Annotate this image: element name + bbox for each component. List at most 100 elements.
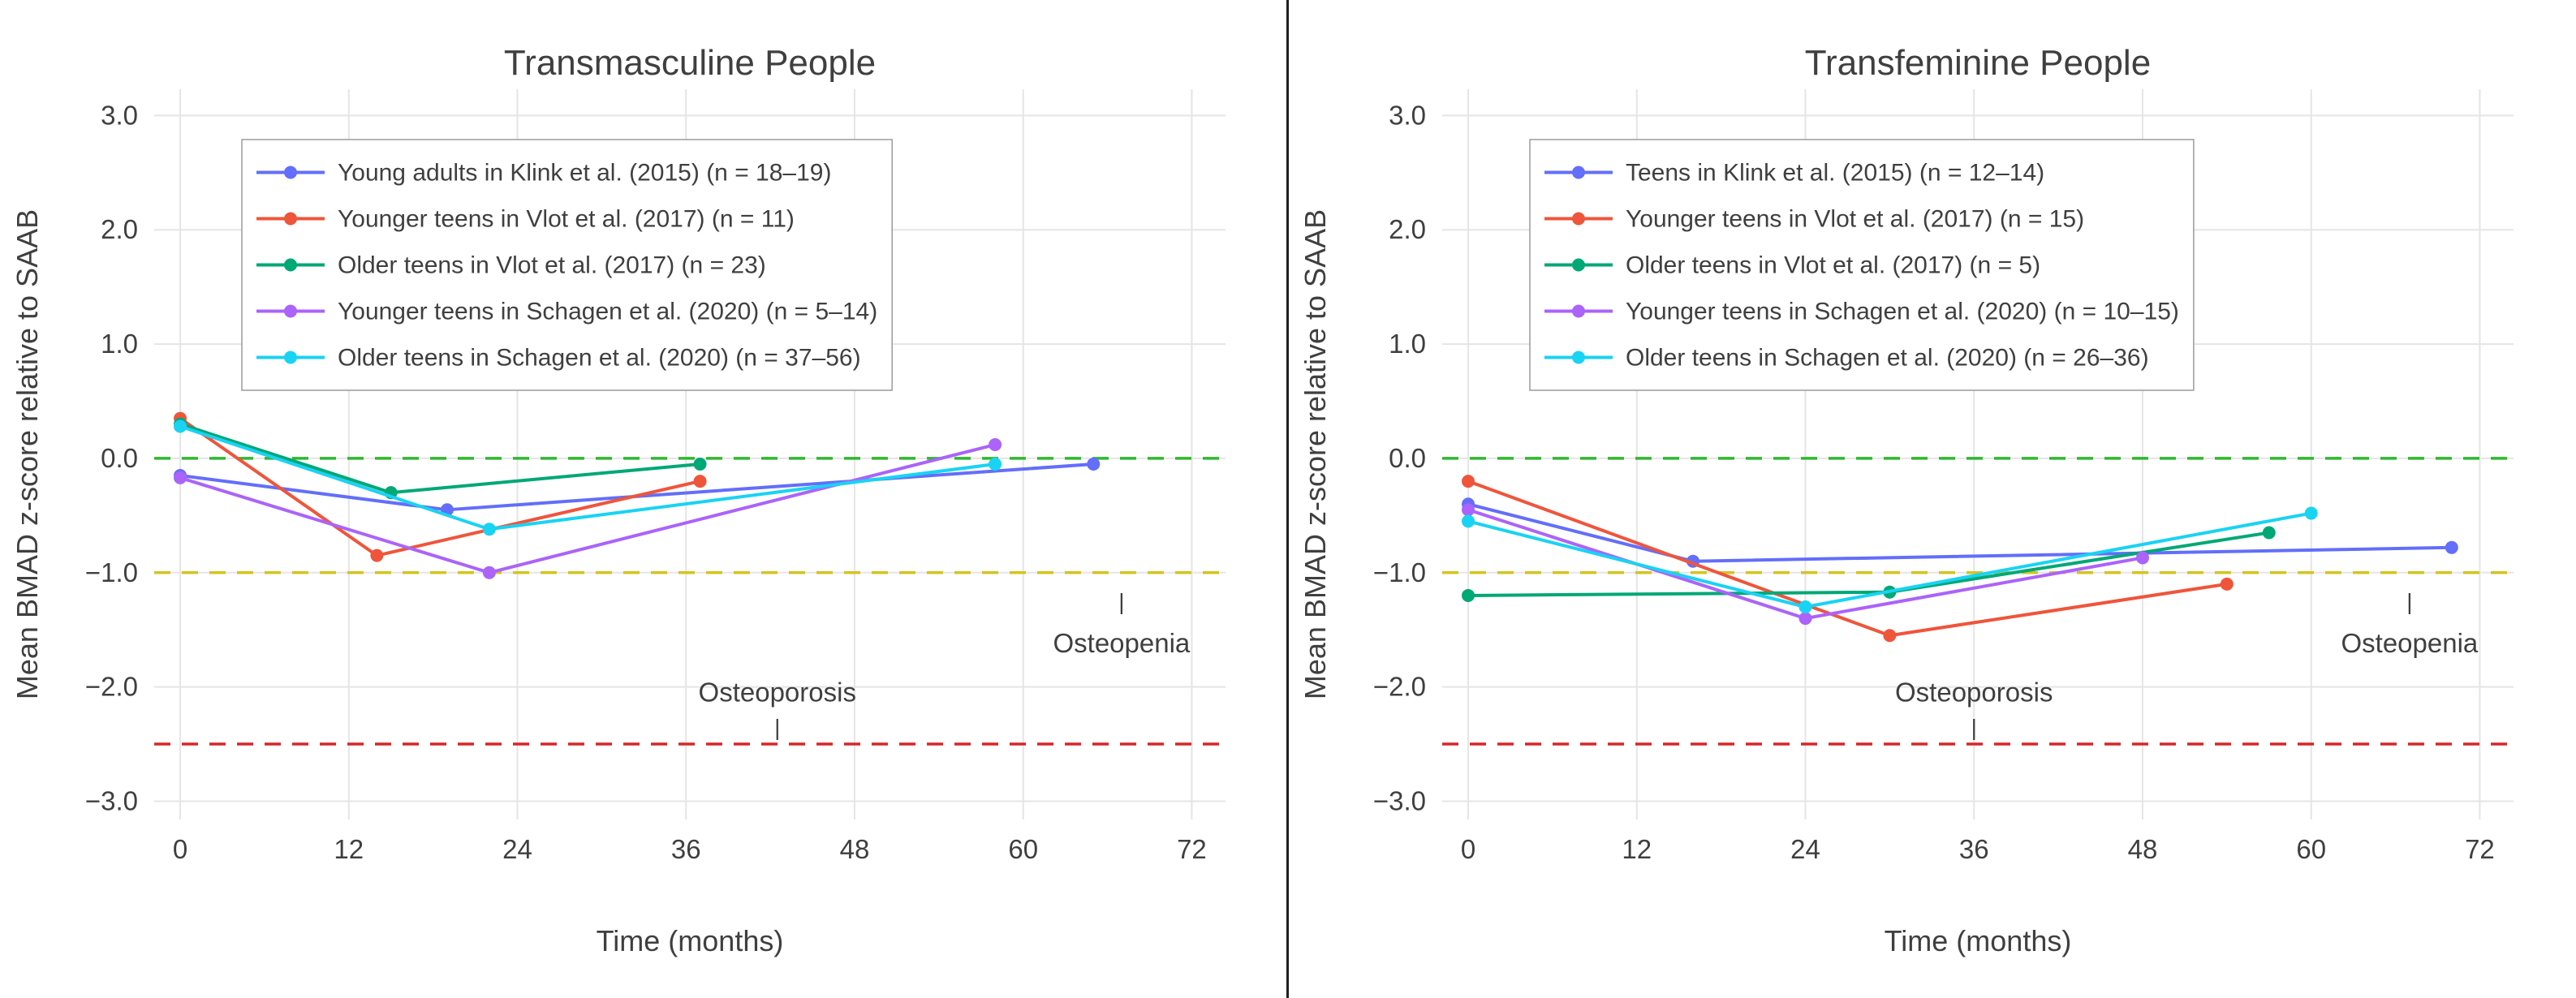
series-line [1467, 502, 2452, 563]
series-marker [1462, 514, 1475, 528]
annotation-label: Osteoporosis [1895, 678, 2053, 708]
y-tick-label: 3.0 [101, 100, 138, 130]
x-tick-label: 12 [334, 834, 364, 864]
y-tick-label: −3.0 [85, 785, 138, 815]
legend-item-label: Younger teens in Vlot et al. (2017) (n =… [1626, 206, 2084, 233]
legend-item-label: Younger teens in Schagen et al. (2020) (… [1626, 299, 2179, 325]
legend-item[interactable]: Older teens in Vlot et al. (2017) (n = 2… [256, 252, 766, 279]
chart-title: Transmasculine People [504, 43, 876, 83]
annotation-osteoporosis: Osteoporosis | [699, 678, 856, 740]
y-tick-label: 1.0 [1389, 329, 1426, 359]
series-marker [2135, 551, 2149, 565]
x-tick-label: 0 [1461, 834, 1475, 864]
annotation-label: Osteopenia [2341, 628, 2478, 658]
series-marker [174, 471, 187, 484]
legend-item-label: Older teens in Schagen et al. (2020) (n … [338, 345, 861, 372]
x-tick-label: 60 [1008, 834, 1038, 864]
annotation-tick-mark: | [1118, 589, 1124, 614]
legend-item[interactable]: Older teens in Schagen et al. (2020) (n … [256, 345, 861, 372]
legend-marker-sample [1572, 304, 1585, 318]
transmasculine-chart: 0 12 24 36 48 60 72 3.0 2.0 1.0 0.0 −1.0 −2.0 −3.0 You… [11, 43, 1226, 957]
annotation-label: Osteopenia [1053, 628, 1190, 658]
series-marker [693, 475, 707, 488]
legend: Young adults in Klink et al. (2015) (n =… [241, 139, 893, 391]
annotation-tick-mark: | [1971, 715, 1977, 740]
series-marker [989, 457, 1002, 471]
legend-marker-sample [1572, 166, 1585, 179]
series-marker [989, 438, 1002, 452]
legend-item[interactable]: Young adults in Klink et al. (2015) (n =… [256, 160, 831, 187]
x-tick-label: 60 [2296, 834, 2326, 864]
x-axis-title: Time (months) [597, 924, 784, 957]
legend-item[interactable]: Older teens in Schagen et al. (2020) (n … [1544, 345, 2149, 372]
series-4 [1462, 506, 2318, 614]
legend-item-label: Older teens in Schagen et al. (2020) (n … [1626, 345, 2149, 372]
chart-panel-transfeminine: 0 12 24 36 48 60 72 3.0 2.0 1.0 0.0 −1.0 −2.0 −3.0 Tee… [1288, 0, 2576, 998]
legend-item[interactable]: Younger teens in Vlot et al. (2017) (n =… [256, 206, 795, 233]
legend-item-label: Teens in Klink et al. (2015) (n = 12–14) [1626, 160, 2044, 187]
y-axis-title: Mean BMAD z-score relative to SAAB [11, 209, 44, 699]
series-marker [693, 457, 707, 471]
y-tick-label: 0.0 [1389, 443, 1426, 473]
legend-item[interactable]: Older teens in Vlot et al. (2017) (n = 5… [1544, 252, 2040, 279]
legend-item-label: Young adults in Klink et al. (2015) (n =… [338, 160, 831, 187]
legend-marker-sample [284, 212, 297, 226]
legend-item[interactable]: Younger teens in Schagen et al. (2020) (… [1544, 299, 2179, 325]
legend-item-label: Older teens in Vlot et al. (2017) (n = 2… [338, 252, 766, 279]
annotation-osteoporosis: Osteoporosis | [1895, 678, 2053, 740]
series-marker [2304, 506, 2318, 520]
x-tick-label: 24 [502, 834, 532, 864]
legend: Teens in Klink et al. (2015) (n = 12–14)… [1529, 139, 2195, 391]
chart-panel-transmasculine: 0 12 24 36 48 60 72 3.0 2.0 1.0 0.0 −1.0 −2.0 −3.0 You… [11, 43, 1226, 957]
x-tick-label: 36 [1959, 834, 1989, 864]
annotation-osteopenia: Osteopenia | [2341, 589, 2478, 658]
chart-title: Transfeminine People [1805, 43, 2151, 83]
series-marker [1798, 612, 1812, 626]
series-marker [174, 419, 187, 433]
x-tick-label: 72 [1177, 834, 1207, 864]
series-2 [1462, 526, 2276, 602]
legend-marker-sample [1572, 258, 1585, 272]
annotation-tick-mark: | [774, 715, 780, 740]
series-marker [2262, 526, 2276, 540]
series-marker [1462, 475, 1475, 488]
legend-marker-sample [284, 166, 297, 179]
legend-marker-sample [284, 304, 297, 318]
x-tick-label: 48 [840, 834, 870, 864]
x-tick-label: 48 [2128, 834, 2158, 864]
series-marker [482, 566, 496, 579]
series-4 [174, 419, 1002, 536]
legend-marker-sample [1572, 351, 1585, 364]
y-tick-label: 2.0 [101, 214, 138, 244]
x-tick-label: 12 [1622, 834, 1652, 864]
x-tick-label: 72 [2465, 834, 2495, 864]
y-tick-label: −2.0 [85, 672, 138, 702]
series-marker [1883, 629, 1897, 643]
y-tick-label: 3.0 [1389, 100, 1426, 130]
annotation-osteopenia: Osteopenia | [1053, 589, 1190, 658]
y-tick-label: −1.0 [85, 557, 138, 587]
y-tick-label: 0.0 [101, 443, 138, 473]
legend-marker-sample [284, 351, 297, 364]
series-marker [482, 523, 496, 536]
y-tick-label: 2.0 [1389, 214, 1426, 244]
x-tick-label: 24 [1790, 834, 1820, 864]
series-marker [1087, 457, 1101, 471]
y-tick-label: −1.0 [1373, 557, 1426, 587]
series-marker [1798, 600, 1812, 614]
legend-marker-sample [1572, 212, 1585, 226]
legend-item[interactable]: Younger teens in Vlot et al. (2017) (n =… [1544, 206, 2084, 233]
legend-item-label: Younger teens in Schagen et al. (2020) (… [338, 299, 877, 325]
legend-marker-sample [284, 258, 297, 272]
series-marker [2220, 577, 2234, 591]
y-tick-label: 1.0 [101, 329, 138, 359]
annotation-tick-mark: | [2406, 589, 2412, 614]
legend-item-label: Younger teens in Vlot et al. (2017) (n =… [338, 206, 795, 233]
annotation-label: Osteoporosis [699, 678, 856, 708]
legend-box [241, 139, 893, 391]
y-tick-label: −3.0 [1373, 785, 1426, 815]
legend-item[interactable]: Younger teens in Schagen et al. (2020) (… [256, 299, 877, 325]
legend-item[interactable]: Teens in Klink et al. (2015) (n = 12–14) [1544, 160, 2044, 187]
series-marker [370, 548, 384, 562]
x-axis-title: Time (months) [1885, 924, 2072, 957]
